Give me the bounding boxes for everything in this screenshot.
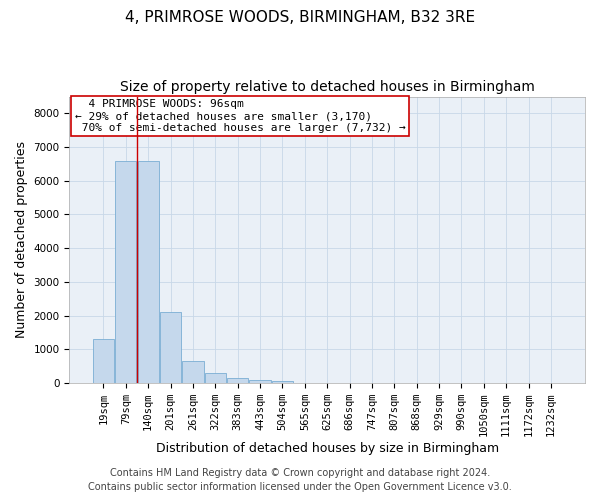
Bar: [137, 160, 159, 383]
Text: 4 PRIMROSE WOODS: 96sqm  
← 29% of detached houses are smaller (3,170)
 70% of s: 4 PRIMROSE WOODS: 96sqm ← 29% of detache…: [74, 100, 406, 132]
Title: Size of property relative to detached houses in Birmingham: Size of property relative to detached ho…: [120, 80, 535, 94]
Bar: [250, 380, 271, 383]
Bar: [205, 373, 226, 383]
Text: Contains HM Land Registry data © Crown copyright and database right 2024.
Contai: Contains HM Land Registry data © Crown c…: [88, 468, 512, 492]
Bar: [160, 312, 181, 383]
Bar: [182, 361, 203, 383]
Bar: [227, 378, 248, 383]
X-axis label: Distribution of detached houses by size in Birmingham: Distribution of detached houses by size …: [155, 442, 499, 455]
Bar: [272, 382, 293, 383]
Bar: [93, 339, 114, 383]
Text: 4, PRIMROSE WOODS, BIRMINGHAM, B32 3RE: 4, PRIMROSE WOODS, BIRMINGHAM, B32 3RE: [125, 10, 475, 25]
Bar: [115, 160, 136, 383]
Y-axis label: Number of detached properties: Number of detached properties: [15, 142, 28, 338]
